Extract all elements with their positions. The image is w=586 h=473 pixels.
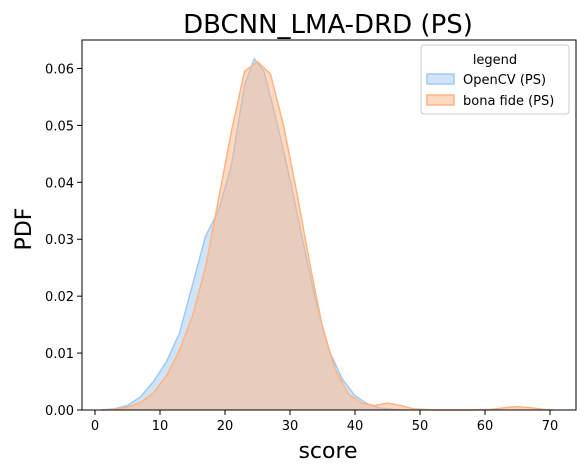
- x-tick-label: 20: [217, 419, 234, 434]
- x-tick-label: 30: [282, 419, 299, 434]
- x-tick-label: 50: [412, 419, 429, 434]
- legend: legend OpenCV (PS) bona fide (PS): [420, 44, 570, 115]
- x-tick-label: 0: [91, 419, 99, 434]
- y-tick-label: 0.02: [45, 290, 74, 305]
- plot-area: 0 10 20 30 40 50 60 70 0.00 0.01 0.02 0.03 0.04 0.05…: [45, 39, 577, 434]
- legend-title: legend: [473, 53, 517, 68]
- y-tick-label: 0.00: [45, 404, 74, 419]
- chart-title: DBCNN_LMA-DRD (PS): [183, 10, 473, 40]
- y-tick-label: 0.04: [45, 176, 74, 191]
- series-line-0: [101, 57, 408, 411]
- legend-swatch: [426, 73, 455, 85]
- x-axis: 0 10 20 30 40 50 60 70: [91, 410, 558, 434]
- x-axis-label: score: [298, 439, 357, 464]
- y-tick-label: 0.06: [45, 62, 74, 77]
- x-tick-label: 10: [152, 419, 169, 434]
- y-tick-label: 0.05: [45, 119, 74, 134]
- legend-label: bona fide (PS): [463, 94, 554, 109]
- y-tick-label: 0.01: [45, 347, 74, 362]
- x-tick-label: 70: [542, 419, 559, 434]
- x-tick-label: 60: [477, 419, 494, 434]
- y-axis-label: PDF: [12, 208, 37, 251]
- x-tick-label: 40: [347, 419, 364, 434]
- legend-swatch: [426, 94, 455, 106]
- legend-box: [420, 44, 570, 115]
- y-axis: 0.00 0.01 0.02 0.03 0.04 0.05 0.06: [45, 62, 82, 419]
- legend-label: OpenCV (PS): [463, 73, 546, 88]
- y-tick-label: 0.03: [45, 233, 74, 248]
- plot-frame: [81, 39, 577, 411]
- series-area-1: [101, 61, 554, 410]
